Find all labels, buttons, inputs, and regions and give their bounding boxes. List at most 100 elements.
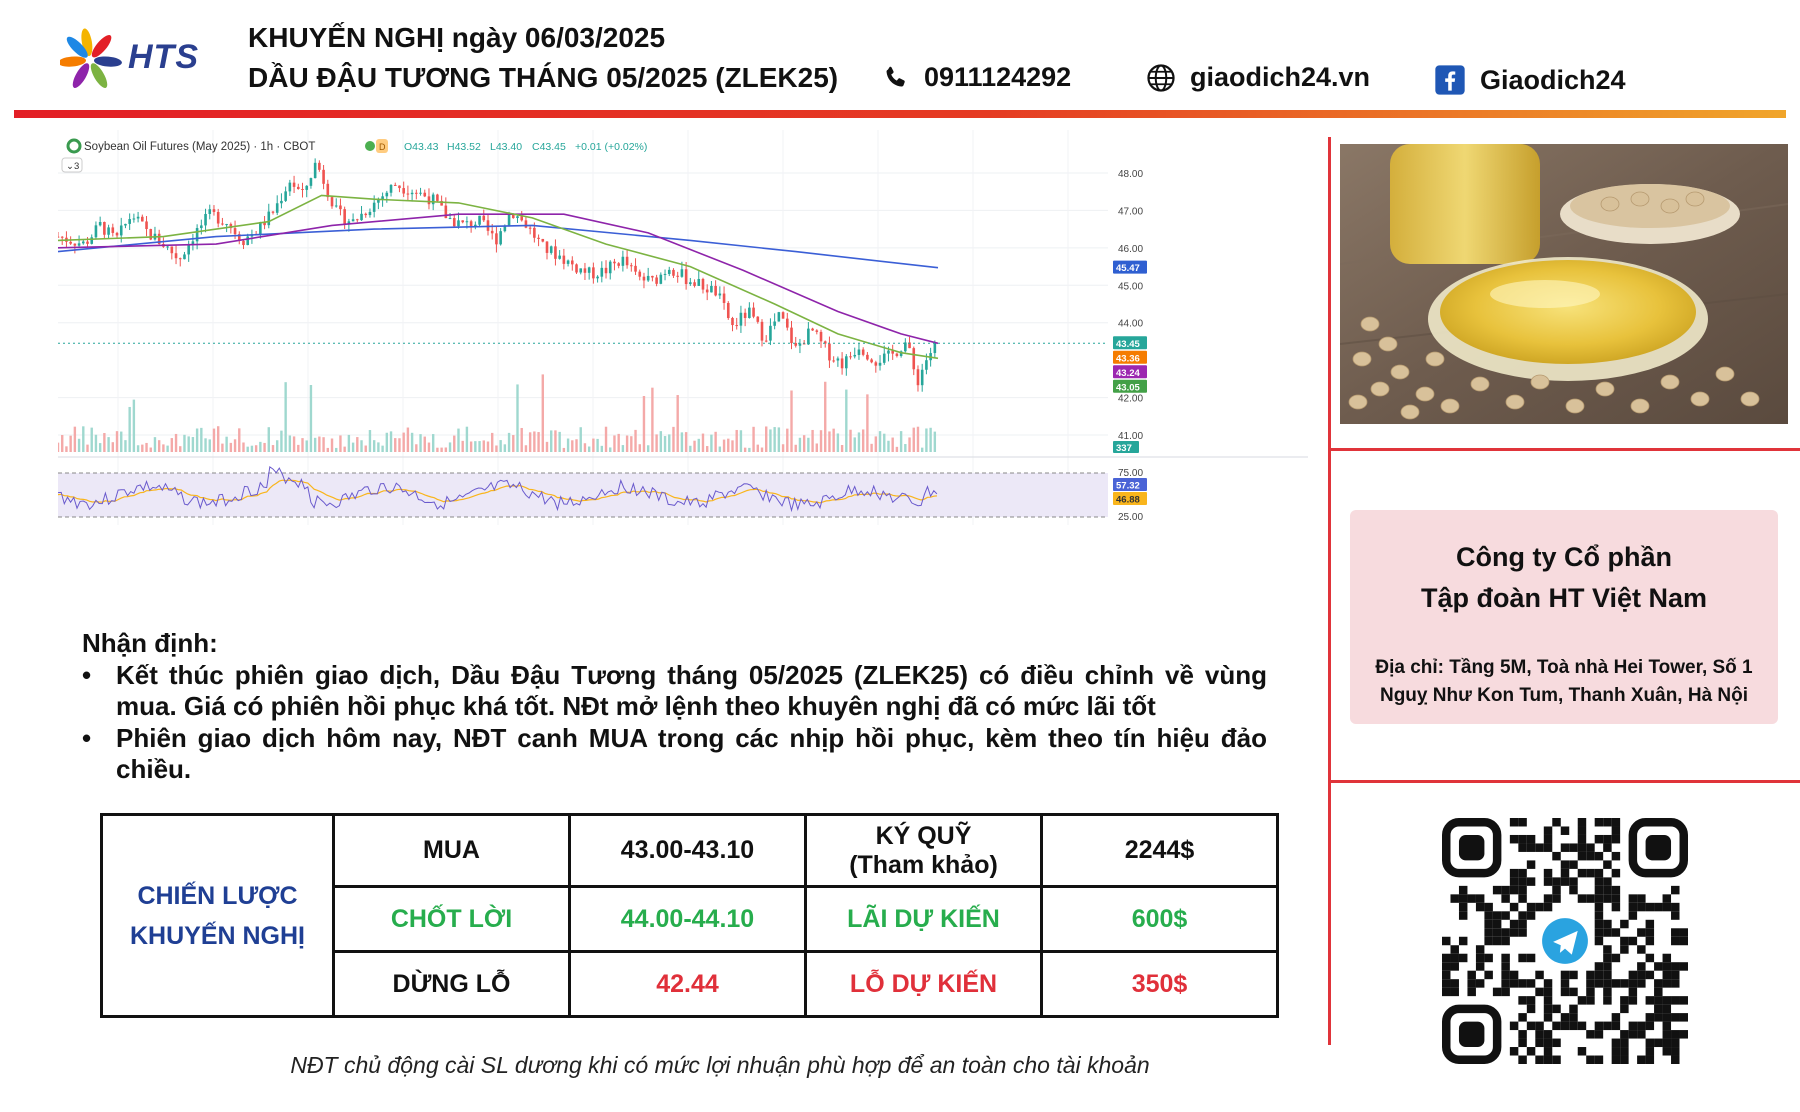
candle-body [608,261,612,274]
rsi-tick-label: 75.00 [1118,468,1143,479]
expected-loss-value: 350$ [1040,950,1279,1018]
qr-module [1611,826,1621,835]
candle-body [802,343,806,345]
qr-module [1671,1038,1680,1048]
volume-bar [195,428,199,452]
qr-module [1620,979,1629,988]
volume-bar [883,433,886,452]
volume-bar [705,446,709,452]
qr-module [1450,962,1459,971]
candle-body [284,191,287,201]
volume-bar [908,437,911,452]
take-profit-value: 44.00-44.10 [568,885,807,953]
candle-body [845,356,848,369]
qr-module [1637,902,1646,912]
qr-module [1518,818,1527,827]
volume-bar [802,435,806,452]
qr-module [1526,902,1536,912]
candle-body [280,200,283,204]
qr-module [1654,1013,1663,1022]
qr-module [1475,894,1485,903]
qr-module [1620,1047,1629,1056]
qr-module [1509,1021,1519,1031]
candle-body [343,209,346,224]
bullet-dot: • [82,723,92,753]
qr-module [1543,868,1553,878]
candle-body [103,221,106,235]
qr-module [1603,987,1612,997]
qr-module [1543,1055,1553,1064]
qr-module [1645,1013,1655,1022]
website-link[interactable]: giaodich24.vn [1190,62,1371,92]
qr-module [1671,902,1680,912]
candle-body [516,216,519,219]
volume-bar [912,427,915,452]
candle-body [372,202,376,212]
qr-module [1645,919,1655,929]
qr-module [1518,894,1527,903]
volume-bar [208,439,211,452]
volume-bar [609,447,612,452]
qr-module [1518,953,1527,963]
candle-body [558,255,561,259]
qr-module [1577,996,1587,1005]
price-badge-label: 43.45 [1116,339,1140,350]
volume-bar [630,436,633,452]
rsi-badge-label: 57.32 [1116,481,1140,492]
candle-body [170,246,174,254]
qr-module [1603,962,1612,971]
candle-body [141,216,144,222]
qr-module [1535,1055,1544,1064]
moving-average-line [58,213,939,345]
moving-averages [58,194,939,360]
volume-bar [98,443,102,452]
candle-body [832,360,835,362]
volume-bar [613,435,616,452]
volume-bar [840,445,844,452]
volume-bar [128,406,131,452]
volume-bar [495,445,498,452]
candle-body [94,225,98,238]
volume-bar [419,434,422,452]
volume-bar [103,433,106,452]
expected-profit-label: LÃI DỰ KIẾN [804,885,1043,953]
candle-body [634,265,637,272]
qr-module [1611,894,1621,903]
qr-module [1577,851,1587,861]
qr-module [1611,868,1621,878]
volume-bar [444,447,448,452]
qr-module [1518,1013,1527,1022]
volume-bar [874,436,878,452]
stop-loss-label: DỪNG LỖ [332,950,571,1018]
candle-body [132,218,136,220]
qr-module [1645,970,1655,980]
qr-module [1518,834,1527,844]
qr-module [1518,843,1527,852]
volume-bar [537,432,540,452]
volume-bar [394,438,397,452]
qr-module [1458,953,1468,963]
rsi-band [58,473,1108,517]
qr-module [1594,962,1604,971]
qr-module [1586,979,1595,988]
volume-bar [916,426,920,452]
candle-body [183,254,186,260]
candle-body [423,192,427,197]
price-badge [1113,336,1147,350]
volume-bar [769,429,772,452]
qr-module [1526,843,1536,852]
volume-bar [697,438,700,452]
candle-body [398,185,401,189]
volume-bar [77,438,81,452]
candle-body [554,246,557,259]
telegram-qr-code[interactable] [1442,818,1688,1064]
contact-website[interactable]: giaodich24.vn [1146,62,1370,93]
page-title: KHUYẾN NGHỊ ngày 06/03/2025 [248,22,666,53]
contact-facebook[interactable]: Giaodich24 [1434,64,1626,96]
candle-body [511,214,515,219]
volume-bar [672,426,675,452]
candle-body [419,192,422,194]
facebook-link[interactable]: Giaodich24 [1480,64,1626,95]
contact-phone[interactable]: 0911124292 [882,62,1071,93]
qr-module [1603,996,1612,1005]
